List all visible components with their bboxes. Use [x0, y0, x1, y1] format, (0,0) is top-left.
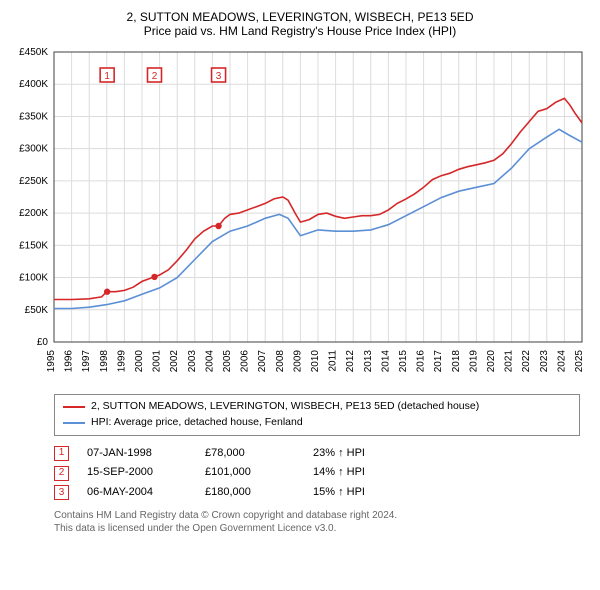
x-tick-label: 1995 — [46, 350, 57, 373]
marker-index-box: 3 — [54, 485, 69, 500]
marker-delta: 14% ↑ HPI — [313, 463, 403, 483]
markers-table: 1 07-JAN-1998 £78,000 23% ↑ HPI 2 15-SEP-2000… — [54, 444, 580, 503]
marker-delta: 23% ↑ HPI — [313, 444, 403, 464]
line-chart-svg: £0 £50K £100K £150K £200K £250K £300K £350K £400… — [10, 46, 590, 386]
legend-swatch — [63, 422, 85, 424]
y-tick-label: £400K — [19, 79, 48, 90]
x-tick-label: 2022 — [521, 350, 532, 373]
marker-num-3: 3 — [216, 71, 222, 82]
marker-dot-2 — [151, 274, 157, 280]
marker-row: 1 07-JAN-1998 £78,000 23% ↑ HPI — [54, 444, 580, 464]
footer-attribution: Contains HM Land Registry data © Crown c… — [54, 509, 580, 535]
marker-date: 15-SEP-2000 — [87, 463, 187, 483]
y-tick-label: £300K — [19, 144, 48, 155]
x-tick-label: 1997 — [81, 350, 92, 373]
marker-num-1: 1 — [104, 71, 110, 82]
marker-price: £180,000 — [205, 483, 295, 503]
marker-date: 06-MAY-2004 — [87, 483, 187, 503]
marker-dot-3 — [215, 223, 221, 229]
x-tick-label: 2025 — [574, 350, 585, 373]
x-tick-label: 2010 — [310, 350, 321, 373]
marker-row: 3 06-MAY-2004 £180,000 15% ↑ HPI — [54, 483, 580, 503]
marker-index-box: 2 — [54, 466, 69, 481]
y-tick-label: £200K — [19, 208, 48, 219]
x-tick-label: 2019 — [468, 350, 479, 373]
y-tick-label: £450K — [19, 47, 48, 58]
x-tick-label: 2009 — [292, 350, 303, 373]
x-tick-label: 2021 — [504, 350, 515, 373]
x-tick-label: 2015 — [398, 350, 409, 373]
x-tick-label: 2014 — [380, 350, 391, 373]
x-tick-label: 2002 — [169, 350, 180, 373]
footer-line1: Contains HM Land Registry data © Crown c… — [54, 509, 580, 522]
marker-price: £78,000 — [205, 444, 295, 464]
x-tick-label: 2006 — [240, 350, 251, 373]
legend-label: HPI: Average price, detached house, Fenl… — [91, 415, 303, 431]
x-tick-label: 2003 — [187, 350, 198, 373]
x-tick-label: 1998 — [99, 350, 110, 373]
legend-label: 2, SUTTON MEADOWS, LEVERINGTON, WISBECH,… — [91, 399, 479, 415]
chart-title-line1: 2, SUTTON MEADOWS, LEVERINGTON, WISBECH,… — [10, 10, 590, 24]
x-tick-label: 2012 — [345, 350, 356, 373]
x-tick-label: 2017 — [433, 350, 444, 373]
x-tick-label: 2018 — [451, 350, 462, 373]
footer-line2: This data is licensed under the Open Gov… — [54, 522, 580, 535]
y-tick-label: £0 — [37, 337, 49, 348]
y-tick-label: £350K — [19, 111, 48, 122]
legend-row: 2, SUTTON MEADOWS, LEVERINGTON, WISBECH,… — [63, 399, 571, 415]
legend-row: HPI: Average price, detached house, Fenl… — [63, 415, 571, 431]
x-tick-label: 2024 — [556, 350, 567, 373]
marker-row: 2 15-SEP-2000 £101,000 14% ↑ HPI — [54, 463, 580, 483]
marker-delta: 15% ↑ HPI — [313, 483, 403, 503]
y-tick-label: £100K — [19, 273, 48, 284]
marker-num-2: 2 — [152, 71, 158, 82]
x-tick-label: 2001 — [152, 350, 163, 373]
chart-container: 2, SUTTON MEADOWS, LEVERINGTON, WISBECH,… — [0, 0, 600, 541]
x-tick-label: 2023 — [539, 350, 550, 373]
x-tick-label: 2000 — [134, 350, 145, 373]
legend: 2, SUTTON MEADOWS, LEVERINGTON, WISBECH,… — [54, 394, 580, 436]
x-tick-label: 1996 — [64, 350, 75, 373]
y-tick-label: £50K — [25, 305, 49, 316]
chart-titles: 2, SUTTON MEADOWS, LEVERINGTON, WISBECH,… — [10, 10, 590, 38]
x-tick-label: 2008 — [275, 350, 286, 373]
marker-dot-1 — [104, 289, 110, 295]
x-tick-label: 2004 — [204, 350, 215, 373]
marker-date: 07-JAN-1998 — [87, 444, 187, 464]
marker-index-box: 1 — [54, 446, 69, 461]
legend-swatch — [63, 406, 85, 408]
chart-plot: £0 £50K £100K £150K £200K £250K £300K £350K £400… — [10, 46, 590, 386]
x-tick-label: 2020 — [486, 350, 497, 373]
x-tick-label: 2005 — [222, 350, 233, 373]
x-tick-label: 2007 — [257, 350, 268, 373]
x-tick-label: 1999 — [116, 350, 127, 373]
x-tick-label: 2011 — [328, 350, 339, 372]
y-tick-label: £250K — [19, 176, 48, 187]
y-tick-label: £150K — [19, 240, 48, 251]
x-tick-label: 2016 — [416, 350, 427, 373]
marker-price: £101,000 — [205, 463, 295, 483]
x-tick-label: 2013 — [363, 350, 374, 373]
chart-title-line2: Price paid vs. HM Land Registry's House … — [10, 24, 590, 38]
